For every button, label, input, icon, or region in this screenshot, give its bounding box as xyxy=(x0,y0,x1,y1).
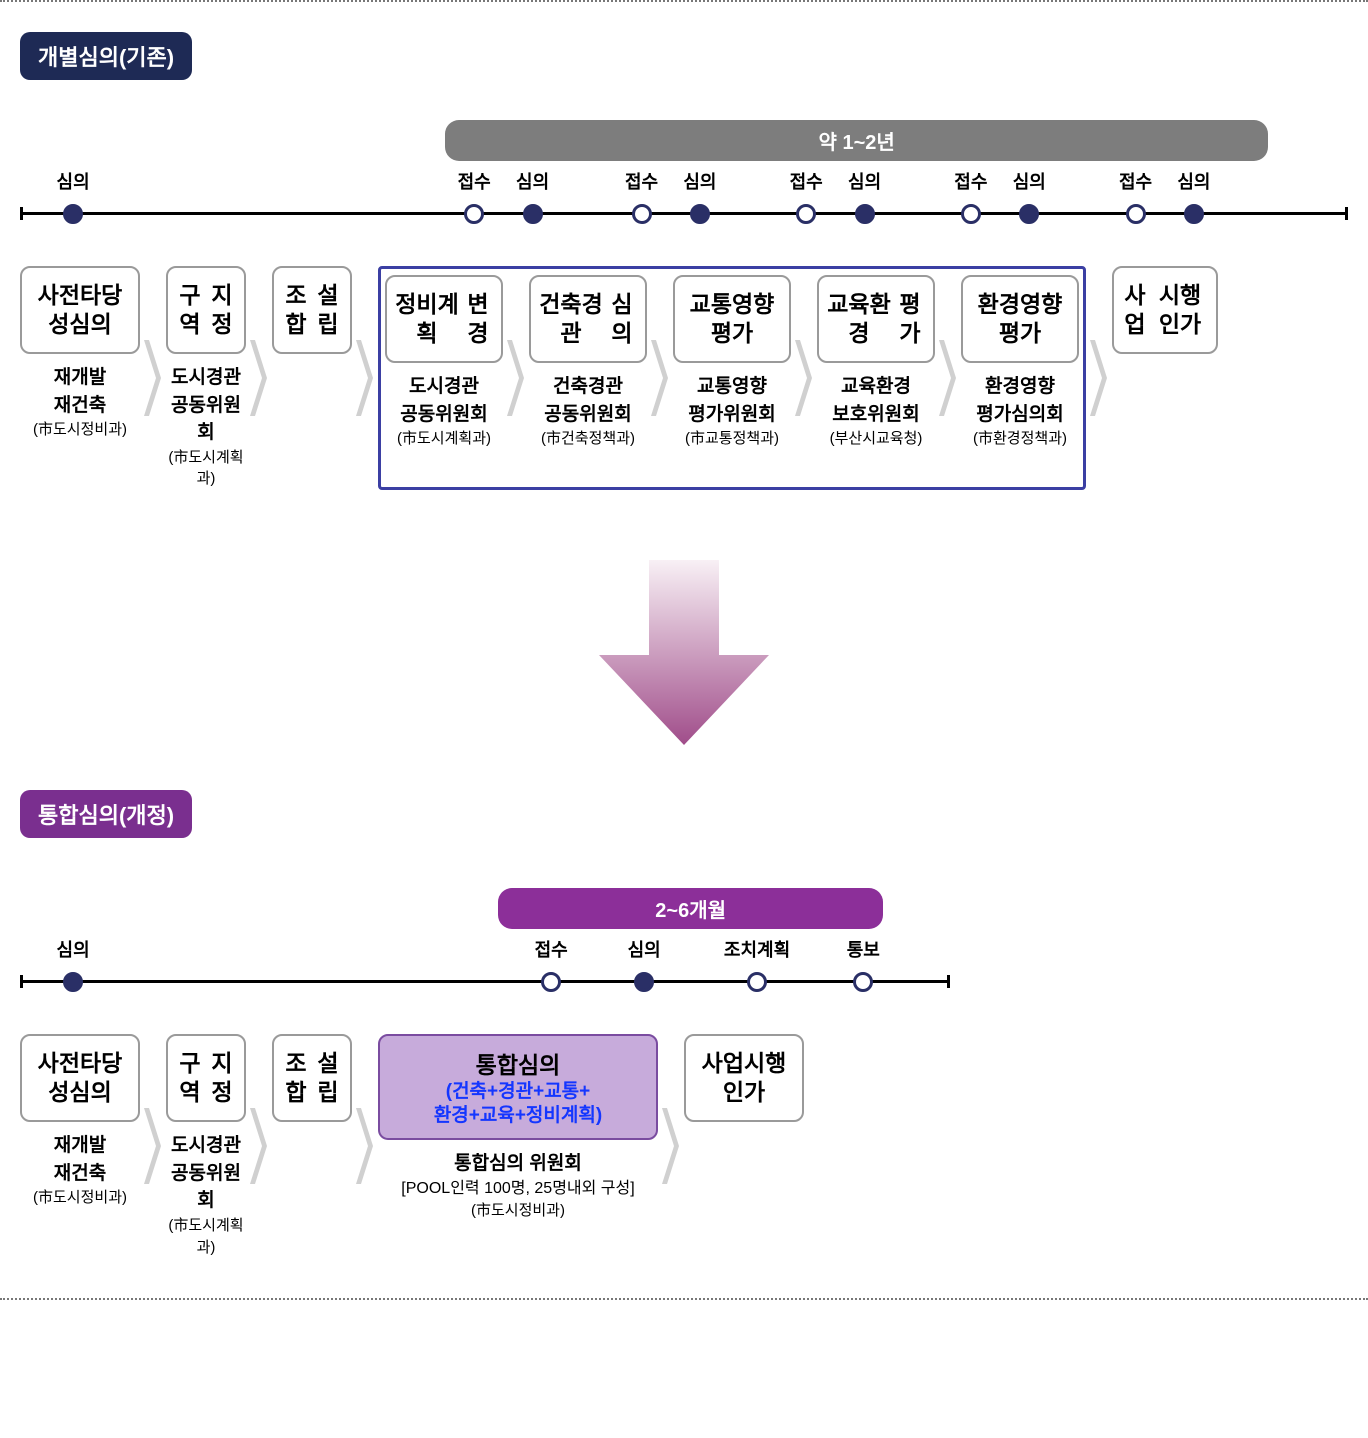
box-caption: 통합심의 위원회 [POOL인력 100명, 25명내외 구성] (市도시정비과… xyxy=(401,1150,634,1222)
box-caption: 교육환경 보호위원회 (부산시교육청) xyxy=(830,373,923,450)
chevron-icon xyxy=(352,266,378,490)
box-caption: 교통영향 평가위원회 (市교통정책과) xyxy=(685,373,779,450)
process-box: 교통영향평가 xyxy=(673,275,791,363)
chevron-icon xyxy=(246,1034,272,1258)
box-caption: 재개발 재건축 (市도시정비과) xyxy=(33,1132,127,1209)
tag-individual: 개별심의(기존) xyxy=(20,32,192,80)
timeline-label: 심의 xyxy=(57,168,90,194)
tag-integrated: 통합심의(개정) xyxy=(20,790,192,838)
process-box: 사전타당성심의 xyxy=(20,1034,140,1122)
timeline-label: 심의 xyxy=(57,936,90,962)
timeline-label: 심의 xyxy=(1177,168,1210,194)
chevron-icon xyxy=(791,275,817,481)
chevron-icon xyxy=(1086,266,1112,490)
timeline-labels-top: 심의 접수 심의 접수 심의 접수 심의 접수 심의 접수 심의 xyxy=(20,168,1348,194)
chevron-icon xyxy=(658,1034,684,1258)
timeline-dot xyxy=(796,204,816,224)
process-box: 사업시행인가 xyxy=(684,1034,804,1122)
timeline-label: 접수 xyxy=(1119,168,1152,194)
section-integrated: 통합심의(개정) 2~6개월 심의 접수 심의 조치계획 통보 사전타당성심의 재개발 … xyxy=(0,760,1368,1298)
timeline-dot xyxy=(523,204,543,224)
process-box: 구역지정 xyxy=(166,266,246,354)
integrated-review-box: 통합심의 (건축+경관+교통+환경+교육+정비계획) xyxy=(378,1034,658,1140)
process-box: 건축경관심의 xyxy=(529,275,647,363)
timeline-dot xyxy=(634,972,654,992)
timeline-dot xyxy=(632,204,652,224)
chevron-icon xyxy=(140,266,166,490)
process-box: 사업시행인가 xyxy=(1112,266,1218,354)
chevron-icon xyxy=(503,275,529,481)
timeline-dot xyxy=(464,204,484,224)
process-box: 사전타당성심의 xyxy=(20,266,140,354)
duration-bar-bottom: 2~6개월 xyxy=(498,888,883,929)
timeline-dot xyxy=(690,204,710,224)
grouped-reviews: 정비계획변경 도시경관 공동위원회 (市도시계획과) 건축경관심의 건축경관 공… xyxy=(378,266,1086,490)
bottom-divider xyxy=(0,1298,1368,1300)
chevron-icon xyxy=(140,1034,166,1258)
box-caption: 건축경관 공동위원회 (市건축정책과) xyxy=(541,373,635,450)
timeline-label: 조치계획 xyxy=(724,936,790,962)
timeline-label: 접수 xyxy=(625,168,658,194)
boxes-row-bottom: 사전타당성심의 재개발 재건축 (市도시정비과) 구역지정 도시경관 공동위원회… xyxy=(20,1034,1348,1258)
process-box: 조합설립 xyxy=(272,266,352,354)
timeline-labels-bottom: 심의 접수 심의 조치계획 통보 xyxy=(20,936,1348,962)
boxes-row-top: 사전타당성심의 재개발 재건축 (市도시정비과) 구역지정 도시경관 공동위원회… xyxy=(20,266,1348,490)
timeline-label: 심의 xyxy=(848,168,881,194)
box-caption: 재개발 재건축 (市도시정비과) xyxy=(33,364,127,441)
timeline-dot xyxy=(961,204,981,224)
timeline-dot xyxy=(63,204,83,224)
process-box: 조합설립 xyxy=(272,1034,352,1122)
section-individual: 개별심의(기존) 약 1~2년 심의 접수 심의 접수 심의 접수 심의 접수 심의 접수 심의 사… xyxy=(0,2,1368,530)
timeline-line-top xyxy=(20,202,1348,226)
box-caption: 도시경관 공동위원회 (市도시계획과) xyxy=(166,1132,246,1258)
timeline-label: 심의 xyxy=(1013,168,1046,194)
timeline-dot xyxy=(855,204,875,224)
timeline-dot xyxy=(63,972,83,992)
timeline-label: 접수 xyxy=(790,168,823,194)
timeline-line-bottom xyxy=(20,970,1348,994)
timeline-dot xyxy=(1019,204,1039,224)
timeline-dot xyxy=(853,972,873,992)
process-box: 환경영향평가 xyxy=(961,275,1079,363)
timeline-label: 심의 xyxy=(516,168,549,194)
process-box: 교육환경평가 xyxy=(817,275,935,363)
timeline-label: 심의 xyxy=(628,936,661,962)
box-caption: 도시경관 공동위원회 (市도시계획과) xyxy=(166,364,246,490)
process-box: 구역지정 xyxy=(166,1034,246,1122)
timeline-dot xyxy=(1184,204,1204,224)
timeline-label: 접수 xyxy=(458,168,491,194)
box-caption: 도시경관 공동위원회 (市도시계획과) xyxy=(397,373,491,450)
timeline-dot xyxy=(747,972,767,992)
duration-bar-top: 약 1~2년 xyxy=(445,120,1268,161)
box-caption: 환경영향 평가심의회 (市환경정책과) xyxy=(973,373,1067,450)
chevron-icon xyxy=(352,1034,378,1258)
chevron-icon xyxy=(246,266,272,490)
process-box: 정비계획변경 xyxy=(385,275,503,363)
timeline-label: 통보 xyxy=(847,936,880,962)
chevron-icon xyxy=(647,275,673,481)
chevron-icon xyxy=(935,275,961,481)
timeline-label: 접수 xyxy=(535,936,568,962)
timeline-dot xyxy=(1126,204,1146,224)
big-arrow xyxy=(0,560,1368,750)
timeline-label: 접수 xyxy=(954,168,987,194)
timeline-dot xyxy=(541,972,561,992)
timeline-label: 심의 xyxy=(683,168,716,194)
